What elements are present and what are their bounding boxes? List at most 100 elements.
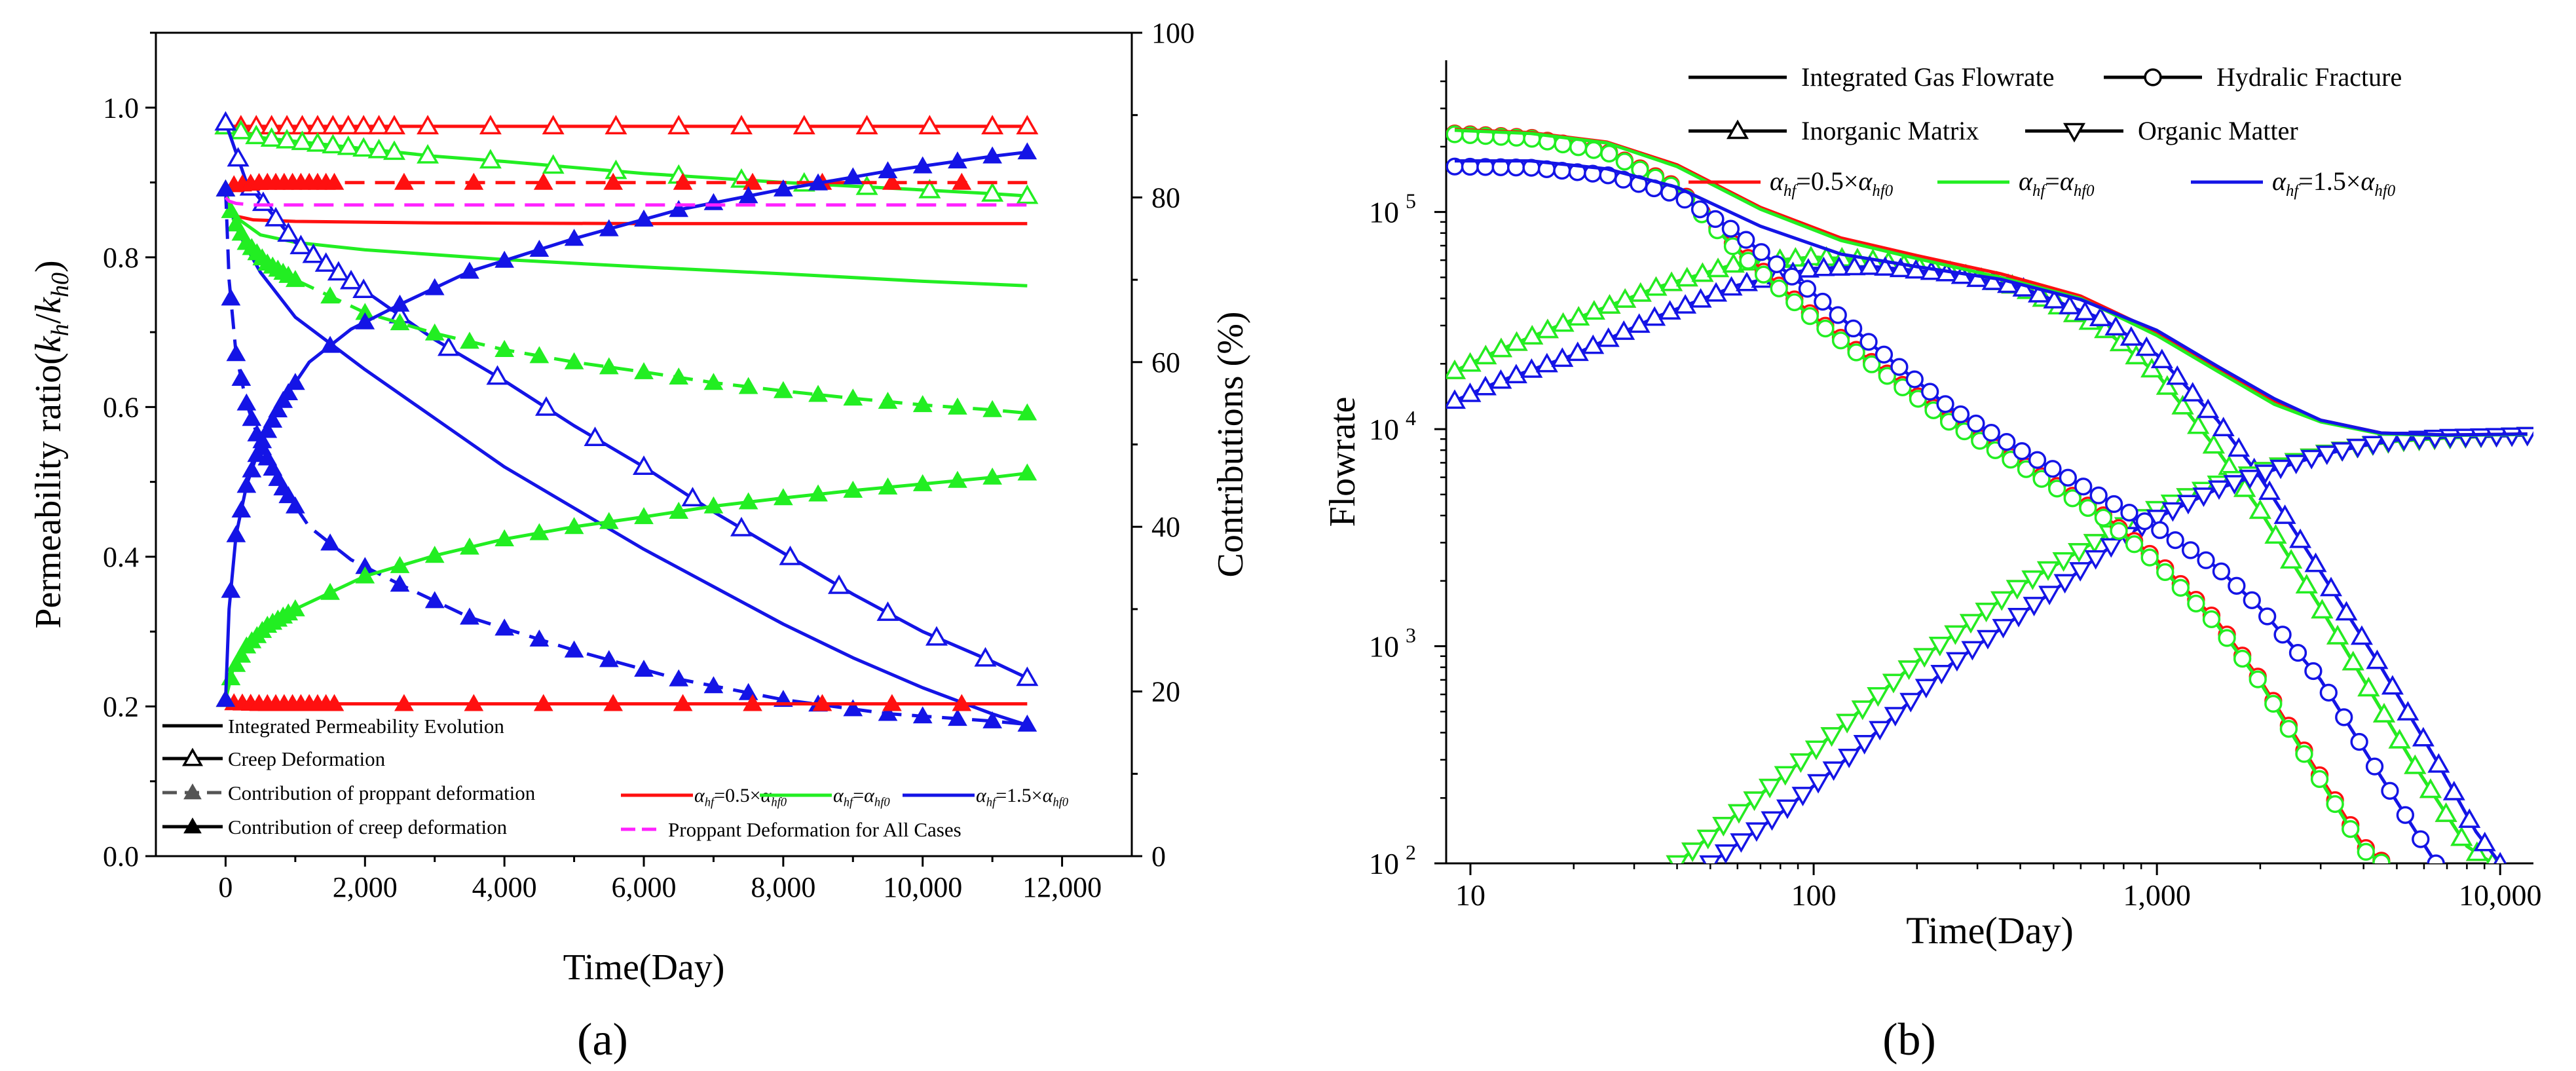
data-point (2052, 552, 2075, 572)
data-point (982, 711, 1003, 728)
panel-b: 10 100 1,000 10,000 10 2 10 3 10 4 10 5 Time(Day) Flo… (1322, 60, 2541, 952)
data-point (324, 694, 345, 711)
data-point (952, 694, 972, 711)
data-point (2119, 326, 2142, 346)
series-a-0 (224, 197, 1028, 225)
alpha-subscript: hf0 (1872, 182, 1893, 200)
legend-case: αhf=1.5×αhf0 (2191, 166, 2396, 200)
data-point (1674, 293, 1697, 314)
data-point (1767, 255, 1786, 274)
legend-item: Organic Matter (2025, 116, 2298, 145)
data-point (2319, 683, 2338, 702)
data-point (1689, 288, 1712, 308)
data-point (948, 151, 967, 169)
data-point (634, 209, 654, 227)
x-tick-label: 10 (1455, 878, 1485, 912)
data-point (1504, 364, 1527, 384)
data-point (812, 694, 832, 711)
data-point (534, 396, 558, 416)
data-point (2381, 675, 2404, 695)
x-tick-label: 0 (218, 871, 233, 903)
y-tick-exponent: 5 (1406, 189, 1416, 213)
data-point (291, 130, 314, 151)
data-point (912, 706, 933, 724)
data-point (1016, 115, 1039, 135)
data-point (918, 179, 941, 198)
data-point (1822, 761, 1845, 781)
data-point (460, 537, 479, 555)
data-point (263, 410, 283, 428)
data-point (773, 179, 793, 197)
data-point (564, 352, 584, 369)
data-point (2063, 489, 2081, 508)
data-point (424, 591, 445, 609)
data-point (277, 222, 300, 242)
data-point (738, 377, 758, 394)
legend-label: Contribution of creep deformation (228, 816, 508, 838)
data-point (878, 392, 898, 409)
data-point (495, 339, 515, 357)
data-point (2372, 854, 2391, 863)
data-point (2202, 610, 2221, 628)
data-point (1998, 433, 2016, 451)
data-point (1551, 347, 1574, 367)
series-line (224, 197, 1028, 288)
y-left-axis-label: Permeability ratio(kh/kh0) (28, 260, 74, 628)
data-point (529, 240, 550, 257)
data-point (1489, 369, 1512, 389)
y-left-tick-label: 0.4 (103, 541, 139, 573)
data-point (2335, 601, 2358, 621)
data-point (1721, 219, 1740, 238)
data-point (424, 278, 445, 295)
data-point (1016, 666, 1039, 686)
data-point (974, 647, 997, 667)
x-tick-label: 1,000 (2123, 878, 2191, 912)
data-point (529, 346, 550, 364)
data-point (632, 455, 656, 476)
data-point (2319, 576, 2343, 597)
data-point (2150, 348, 2173, 369)
alpha-symbol: α (1858, 166, 1873, 196)
data-point (2315, 445, 2338, 466)
data-point (2187, 594, 2205, 612)
alpha-symbol: α (833, 785, 844, 806)
data-point (1739, 252, 1757, 270)
legend-label: Hydralic Fracture (2216, 62, 2402, 92)
data-point (464, 172, 484, 190)
data-point (1600, 144, 1618, 163)
data-point (1844, 319, 1863, 338)
data-point (542, 115, 565, 135)
legend-a: Integrated Permeability Evolution Creep D… (162, 715, 1069, 841)
y-right-tick-label: 100 (1151, 17, 1195, 49)
data-point (2273, 504, 2296, 524)
data-point (1982, 423, 2000, 442)
x-tick-label: 8,000 (751, 871, 815, 903)
data-point (383, 140, 406, 160)
data-point (2264, 524, 2287, 544)
data-point (1643, 306, 1666, 326)
data-point (460, 607, 479, 625)
tick-base: 10 (1369, 413, 1399, 446)
x-axis-label: Time(Day) (1906, 909, 2074, 952)
data-point (1812, 256, 1835, 276)
data-point (252, 431, 272, 449)
alpha-subscript: hf (844, 796, 855, 810)
data-point (2243, 591, 2261, 609)
series-line (1454, 265, 2502, 863)
data-point (2342, 819, 2360, 838)
data-point (2228, 437, 2250, 457)
data-point (2017, 460, 2036, 478)
data-point (2442, 780, 2465, 800)
y-left-tick-label: 0.8 (103, 242, 139, 274)
data-point (285, 373, 305, 390)
data-point (808, 173, 828, 191)
data-point (268, 400, 288, 418)
alpha-subscript: hf (986, 796, 998, 810)
data-point (2289, 528, 2312, 548)
data-point (215, 690, 236, 707)
data-point (878, 161, 898, 179)
data-point (424, 546, 445, 563)
data-point (1582, 300, 1605, 320)
legend-proppant: Proppant Deformation for All Cases (621, 818, 961, 841)
